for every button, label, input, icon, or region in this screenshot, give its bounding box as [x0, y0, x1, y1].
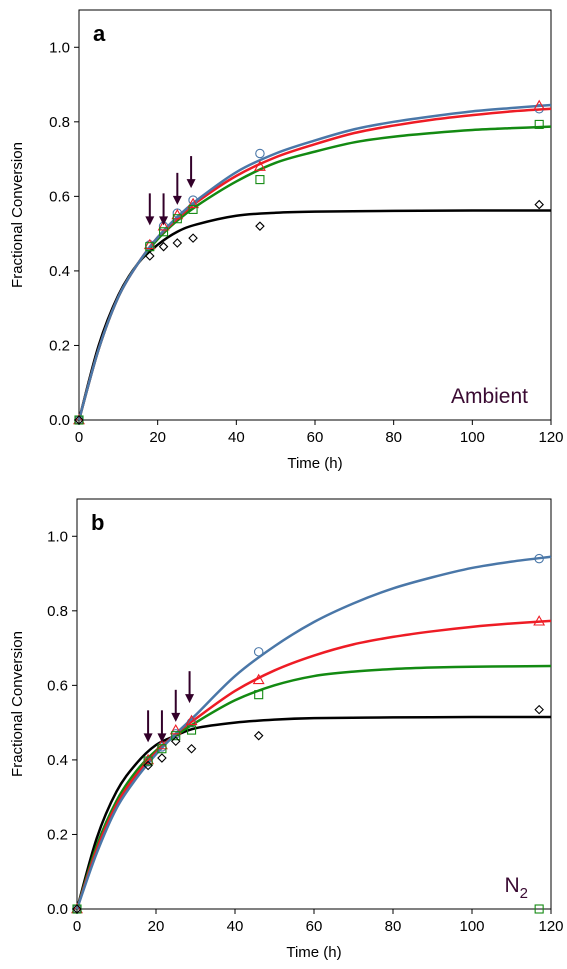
fit-curve-blue: [77, 103, 552, 421]
x-tick-label: 60: [307, 429, 324, 446]
panel-label: a: [93, 21, 106, 46]
x-tick-label: 60: [306, 918, 323, 935]
fit-curve-red: [75, 619, 552, 910]
data-point-square: [143, 756, 153, 766]
data-point-circle: [255, 148, 265, 159]
y-tick-label: 0.6: [49, 188, 70, 205]
data-point-triangle: [533, 99, 546, 111]
fit-curve-green: [77, 125, 552, 421]
data-point-diamond: [72, 904, 82, 914]
fit-curve-black: [75, 715, 552, 910]
data-point-triangle: [169, 723, 182, 735]
data-point-square: [145, 242, 155, 252]
condition-subscript: 2: [520, 885, 528, 902]
data-point-triangle: [533, 615, 546, 626]
arrow-head: [172, 195, 182, 205]
chart-panel-a: 0 20 40 60 80 100 120 0.0 0.2 0.4 0.6 0.8 1.0 Time (h…: [9, 9, 564, 472]
plot-frame: [76, 498, 552, 910]
y-tick-label: 0.8: [49, 114, 70, 131]
data-point-triangle: [253, 160, 266, 171]
chart-panel-b: 0 20 40 60 80 100 120 0.0 0.2 0.4 0.6 0.8 1.0 Time (h…: [9, 498, 564, 961]
data-point-diamond: [145, 251, 155, 261]
data-point-triangle: [185, 714, 198, 726]
data-point-triangle: [187, 197, 200, 209]
y-axis-label: Fractional Conversion: [9, 631, 26, 777]
fit-curve-green: [75, 664, 552, 910]
data-point-diamond: [253, 730, 264, 741]
arrow-head: [145, 216, 155, 226]
x-tick-label: 20: [149, 429, 166, 446]
x-tick-label: 100: [459, 918, 484, 935]
data-point-square: [188, 204, 198, 214]
y-tick-label: 0.2: [47, 826, 68, 843]
data-point-diamond: [186, 743, 197, 754]
x-tick-label: 80: [385, 429, 402, 446]
data-point-diamond: [74, 415, 84, 425]
arrow-head: [185, 694, 195, 704]
x-tick-label: 20: [148, 918, 165, 935]
x-axis-label: Time (h): [287, 455, 342, 472]
data-point-square: [534, 119, 544, 129]
data-point-diamond: [188, 233, 198, 243]
data-point-circle: [534, 553, 544, 564]
arrow-head: [159, 216, 169, 226]
data-point-triangle: [142, 753, 155, 765]
data-point-diamond: [534, 704, 544, 715]
y-tick-label: 1.0: [49, 39, 70, 56]
y-tick-label: 0.0: [47, 901, 68, 918]
x-axis-label: Time (h): [286, 944, 341, 961]
y-axis-label: Fractional Conversion: [9, 142, 26, 288]
data-point-triangle: [252, 673, 265, 685]
condition-label: N2: [504, 874, 528, 902]
data-point-triangle: [157, 220, 170, 231]
x-tick-label: 120: [538, 429, 563, 446]
condition-label: Ambient: [451, 385, 528, 408]
data-point-square: [254, 690, 264, 700]
x-tick-label: 120: [538, 918, 563, 935]
data-point-square: [172, 214, 182, 224]
arrow-head: [186, 179, 196, 189]
fit-curve-red: [77, 107, 552, 421]
data-point-diamond: [157, 753, 167, 763]
y-tick-label: 0.6: [47, 677, 68, 694]
y-tick-label: 0.4: [47, 752, 68, 769]
data-point-square: [171, 731, 181, 741]
data-point-circle: [253, 647, 264, 657]
data-point-square: [255, 175, 265, 185]
data-point-square: [157, 744, 167, 754]
y-tick-label: 0.4: [49, 263, 70, 280]
y-tick-label: 0.8: [47, 603, 68, 620]
x-tick-label: 40: [227, 918, 244, 935]
x-tick-label: 80: [385, 918, 402, 935]
x-tick-label: 100: [460, 429, 485, 446]
x-tick-label: 0: [75, 429, 83, 446]
fit-curve-blue: [75, 555, 552, 910]
arrow-head: [143, 733, 153, 743]
x-tick-label: 0: [73, 918, 81, 935]
data-point-diamond: [255, 221, 265, 231]
data-point-triangle: [143, 238, 156, 250]
data-point-diamond: [158, 241, 169, 252]
data-point-diamond: [170, 736, 181, 747]
data-point-square: [534, 904, 544, 914]
arrow-head: [157, 733, 167, 743]
data-point-circle: [188, 195, 198, 205]
data-point-square: [159, 227, 169, 237]
panel-label: b: [91, 510, 104, 535]
data-point-diamond: [143, 760, 153, 771]
y-tick-label: 0.0: [49, 412, 70, 429]
data-point-square: [187, 725, 197, 735]
x-tick-label: 40: [228, 429, 245, 446]
y-tick-label: 1.0: [47, 528, 68, 545]
data-point-diamond: [172, 238, 183, 248]
data-point-diamond: [534, 199, 544, 210]
arrow-head: [171, 712, 181, 722]
y-tick-label: 0.2: [49, 337, 70, 354]
